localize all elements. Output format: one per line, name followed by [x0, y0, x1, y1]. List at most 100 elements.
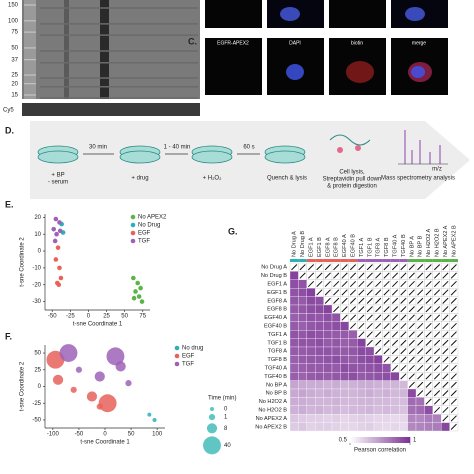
- scatter-glyph: [425, 280, 432, 288]
- group-bar: [432, 259, 442, 262]
- point: [56, 282, 62, 288]
- colorbar-segment: [372, 437, 375, 443]
- peptide-icon: [329, 134, 371, 146]
- marker-label: 100: [8, 18, 19, 24]
- scatter-glyph: [450, 280, 457, 288]
- scatter-glyph: [450, 306, 457, 313]
- scatter-glyph: [316, 264, 323, 271]
- heatmap-cell: [315, 372, 324, 381]
- heatmap-cell: [323, 304, 333, 314]
- heatmap-cell: [348, 397, 358, 406]
- heatmap-cell: [315, 346, 324, 356]
- scatter-glyph: [408, 272, 415, 279]
- heatmap-cell: [390, 388, 400, 398]
- channel-label: EGFR-APEX2: [217, 40, 249, 46]
- scatter-glyph: [391, 348, 399, 355]
- heatmap-cell: [331, 338, 341, 348]
- x-tick-label: 50: [128, 432, 135, 438]
- scatter-glyph: [383, 272, 390, 279]
- dish: [264, 150, 306, 164]
- heatmap-cell: [315, 414, 324, 423]
- colorbar-segment: [398, 437, 401, 443]
- scatter-glyph: [442, 322, 449, 330]
- point: [53, 216, 59, 222]
- scatter-glyph: [442, 406, 449, 414]
- marker-label: 50: [11, 46, 18, 52]
- scatter-glyph: [408, 331, 415, 338]
- row-label: No BP A: [266, 382, 287, 388]
- heatmap-cell: [348, 405, 358, 415]
- bead-icon: [355, 145, 361, 151]
- scatter-glyph: [442, 264, 449, 271]
- scatter-glyph: [307, 264, 315, 271]
- group-bar: [365, 259, 374, 262]
- step: + H₂O₂: [203, 176, 223, 182]
- y-tick-label: 10: [34, 232, 41, 238]
- microscopy: [205, 0, 448, 95]
- scatter-glyph: [433, 339, 441, 346]
- biotin-signal: [346, 61, 374, 83]
- heatmap-cell: [357, 414, 366, 423]
- heatmap-cell: [315, 304, 324, 314]
- heatmap-cell: [373, 405, 383, 415]
- heatmap-cell: [298, 321, 307, 331]
- scatter-glyph: [417, 373, 424, 380]
- scatter-glyph: [425, 381, 432, 388]
- heatmap-cell: [289, 321, 299, 331]
- scatter-glyph: [433, 306, 441, 313]
- scatter-glyph: [391, 272, 399, 279]
- colorbar-segment: [364, 437, 367, 443]
- heatmap-cell: [382, 388, 391, 398]
- scatter-glyph: [425, 289, 432, 296]
- scatter-glyph: [417, 289, 424, 296]
- scatter-glyph: [433, 373, 441, 380]
- nucleus: [280, 7, 300, 21]
- scatter-glyph: [450, 390, 457, 397]
- group-bar: [374, 259, 383, 262]
- scatter-glyph: [450, 415, 457, 422]
- scatter-glyph: [417, 264, 424, 271]
- scatter-glyph: [450, 348, 457, 355]
- heatmap-cell: [323, 346, 333, 356]
- heatmap-cell: [323, 397, 333, 406]
- scatter-glyph: [383, 322, 390, 330]
- scatter-glyph: [400, 272, 407, 279]
- scatter-glyph: [450, 423, 457, 430]
- row-label: TGF1 A: [268, 332, 288, 338]
- heatmap-cell: [415, 397, 425, 406]
- column-label: EGF8 B: [334, 237, 340, 257]
- step: Mass spectrometry analysis: [381, 176, 455, 182]
- heatmap-cell: [306, 321, 316, 331]
- heatmap-cell: [340, 321, 349, 331]
- column-label: TGF8 A: [376, 237, 382, 257]
- scatter-glyph: [425, 364, 432, 372]
- scatter-glyph: [366, 280, 373, 288]
- heatmap-cell: [289, 414, 299, 423]
- channel-label: biotin: [351, 40, 363, 46]
- point: [54, 231, 59, 237]
- scatter-glyph: [324, 272, 331, 279]
- marker-label: 15: [11, 93, 18, 99]
- x-tick-label: -50: [75, 432, 84, 438]
- column-label: TGF40 B: [401, 234, 407, 257]
- scatter-glyph: [442, 415, 449, 422]
- x-tick-label: -100: [47, 432, 60, 438]
- scatter-glyph: [324, 289, 331, 296]
- scatter-glyph: [408, 306, 415, 313]
- x-tick-label: 100: [152, 432, 163, 438]
- point: [98, 394, 117, 413]
- heatmap-cell: [340, 363, 349, 373]
- scatter-glyph: [316, 289, 323, 296]
- scatter-glyph: [358, 264, 365, 271]
- heatmap-cell: [306, 388, 316, 398]
- scatter-glyph: [425, 264, 432, 271]
- point: [136, 294, 142, 299]
- heatmap-cell: [424, 422, 433, 432]
- heatmap-cell: [348, 414, 358, 423]
- colorbar-segment: [352, 437, 355, 443]
- heatmap-cell: [382, 414, 391, 423]
- scatter-glyph: [383, 348, 390, 355]
- scatter-glyph: [400, 297, 407, 304]
- colorbar-segment: [354, 437, 357, 443]
